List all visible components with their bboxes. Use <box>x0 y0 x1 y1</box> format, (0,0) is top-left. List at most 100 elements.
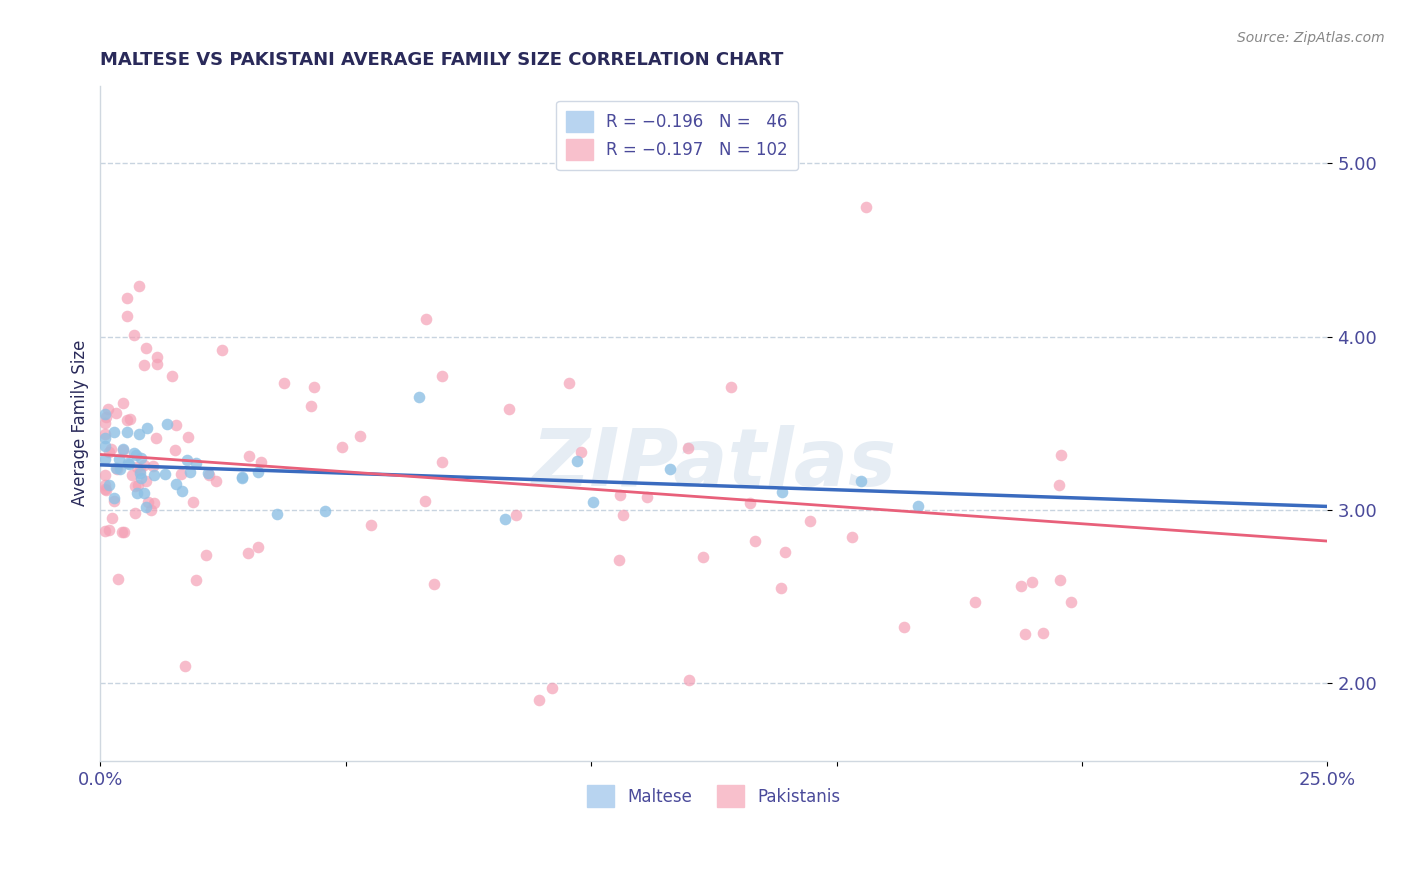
Point <box>1010 579 1032 593</box>
Point <box>184 573 207 587</box>
Point <box>132 486 155 500</box>
Point <box>136 421 159 435</box>
Point <box>565 454 588 468</box>
Point <box>330 440 353 454</box>
Legend: Maltese, Pakistanis: Maltese, Pakistanis <box>581 779 846 814</box>
Point <box>131 450 153 465</box>
Point <box>349 429 371 443</box>
Text: ZIPatlas: ZIPatlas <box>531 425 897 503</box>
Point <box>112 443 135 458</box>
Point <box>360 517 382 532</box>
Point <box>415 312 437 326</box>
Point <box>96 410 118 425</box>
Point <box>107 572 129 586</box>
Point <box>176 453 198 467</box>
Point <box>124 506 146 520</box>
Point <box>658 462 681 476</box>
Point <box>799 514 821 528</box>
Point <box>94 408 117 422</box>
Point <box>115 425 138 439</box>
Point <box>247 466 270 480</box>
Point <box>107 452 129 467</box>
Point <box>527 693 550 707</box>
Point <box>94 452 117 467</box>
Point <box>250 455 273 469</box>
Point <box>125 448 148 462</box>
Point <box>122 328 145 343</box>
Point <box>104 460 127 475</box>
Point <box>893 620 915 634</box>
Point <box>198 468 221 483</box>
Point <box>432 368 454 383</box>
Point <box>423 577 446 591</box>
Text: Source: ZipAtlas.com: Source: ZipAtlas.com <box>1237 31 1385 45</box>
Point <box>197 467 219 481</box>
Point <box>94 524 117 538</box>
Point <box>100 442 122 456</box>
Point <box>186 456 208 470</box>
Point <box>165 417 187 432</box>
Point <box>103 494 125 508</box>
Point <box>94 416 117 430</box>
Point <box>678 673 700 687</box>
Point <box>105 406 128 420</box>
Point <box>145 431 167 445</box>
Point <box>155 467 177 481</box>
Point <box>1047 477 1070 491</box>
Point <box>612 508 634 522</box>
Point <box>110 461 132 475</box>
Point <box>183 495 205 509</box>
Point <box>117 457 139 471</box>
Point <box>266 507 288 521</box>
Point <box>247 540 270 554</box>
Point <box>97 524 120 538</box>
Point <box>172 484 194 499</box>
Point <box>115 309 138 323</box>
Point <box>231 469 253 483</box>
Point <box>94 468 117 483</box>
Point <box>127 485 149 500</box>
Point <box>125 459 148 474</box>
Point <box>103 425 125 439</box>
Point <box>132 358 155 372</box>
Point <box>118 412 141 426</box>
Point <box>94 427 117 442</box>
Point <box>128 426 150 441</box>
Point <box>105 462 128 476</box>
Point <box>146 350 169 364</box>
Point <box>965 594 987 608</box>
Point <box>94 482 117 496</box>
Point <box>177 430 200 444</box>
Point <box>1021 574 1043 589</box>
Point <box>143 496 166 510</box>
Point <box>156 417 179 431</box>
Point <box>179 465 201 479</box>
Point <box>430 454 453 468</box>
Point <box>110 525 132 540</box>
Point <box>94 478 117 492</box>
Point <box>128 278 150 293</box>
Point <box>231 471 253 485</box>
Point <box>1031 626 1053 640</box>
Point <box>135 474 157 488</box>
Point <box>841 530 863 544</box>
Point <box>773 545 796 559</box>
Point <box>97 402 120 417</box>
Point <box>607 553 630 567</box>
Point <box>849 475 872 489</box>
Point <box>115 413 138 427</box>
Point <box>129 463 152 477</box>
Point <box>194 549 217 563</box>
Point <box>769 582 792 596</box>
Point <box>770 485 793 500</box>
Point <box>740 496 762 510</box>
Point <box>124 479 146 493</box>
Point <box>1050 449 1073 463</box>
Point <box>505 508 527 522</box>
Point <box>143 468 166 483</box>
Point <box>692 550 714 565</box>
Point <box>174 658 197 673</box>
Point <box>1014 627 1036 641</box>
Point <box>135 500 157 514</box>
Point <box>124 446 146 460</box>
